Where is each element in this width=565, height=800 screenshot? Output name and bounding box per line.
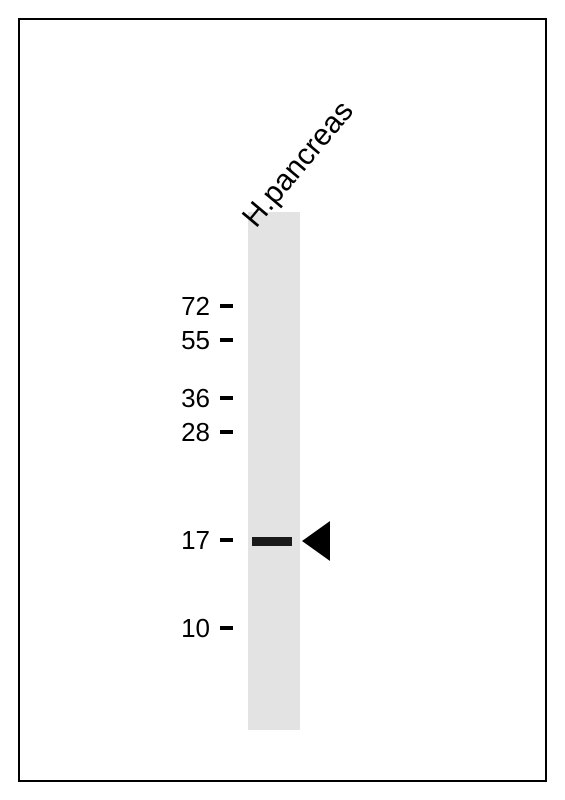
mw-label-28: 28 <box>181 417 210 448</box>
mw-label-17: 17 <box>181 525 210 556</box>
mw-label-36: 36 <box>181 383 210 414</box>
mw-tick-55 <box>220 338 233 342</box>
mw-tick-10 <box>220 626 233 630</box>
mw-tick-36 <box>220 396 233 400</box>
mw-tick-17 <box>220 538 233 542</box>
band-pointer-arrow <box>302 521 330 561</box>
blot-lane <box>248 212 300 730</box>
mw-tick-28 <box>220 430 233 434</box>
mw-tick-72 <box>220 304 233 308</box>
band-0 <box>252 537 292 546</box>
mw-label-55: 55 <box>181 325 210 356</box>
mw-label-10: 10 <box>181 613 210 644</box>
mw-label-72: 72 <box>181 291 210 322</box>
